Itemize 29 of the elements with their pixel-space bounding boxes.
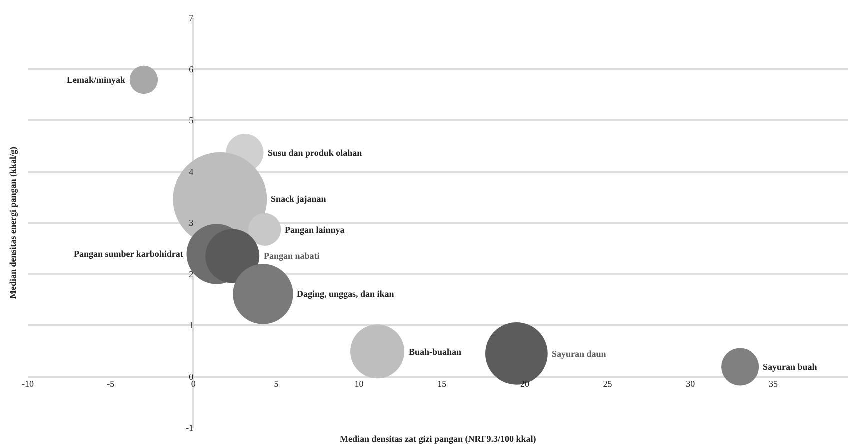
series-label: Lemak/minyak	[67, 75, 126, 85]
y-tick-label: 6	[189, 64, 194, 74]
y-tick-label: 1	[189, 320, 194, 331]
y-tick-label: 2	[189, 269, 194, 280]
x-tick-label: -5	[107, 378, 116, 389]
x-axis-title: Median densitas zat gizi pangan (NRF9.3/100 kkal)	[340, 434, 536, 444]
series-label: Sayuran daun	[552, 349, 606, 359]
series-label: Susu dan produk olahan	[268, 148, 362, 158]
y-tick-label: -1	[186, 423, 194, 434]
y-tick-label: 0	[189, 372, 194, 382]
x-tick-label: 15	[438, 378, 448, 389]
y-tick-label: 4	[189, 166, 194, 177]
x-tick-label: 5	[274, 378, 280, 389]
series-label: Sayuran buah	[763, 362, 818, 372]
y-tick-label: 7	[189, 13, 194, 24]
series-label: Buah-buahan	[409, 347, 462, 357]
y-tick-label: 5	[189, 116, 194, 126]
x-tick-label: 25	[603, 378, 613, 389]
y-tick-label: 3	[189, 218, 194, 228]
x-tick-label: 10	[354, 378, 364, 389]
y-axis-title: Median densitas energi pangan (kkal/g)	[8, 146, 18, 299]
x-tick-label: -10	[22, 378, 34, 389]
series-label: Pangan lainnya	[285, 225, 346, 235]
series-label: Snack jajanan	[271, 194, 326, 204]
x-tick-label: 30	[686, 378, 696, 389]
series-label: Pangan sumber karbohidrat	[74, 249, 184, 259]
series-label: Pangan nabati	[264, 251, 320, 261]
series-label: Daging, unggas, dan ikan	[297, 289, 394, 299]
x-tick-label: 35	[768, 378, 778, 389]
